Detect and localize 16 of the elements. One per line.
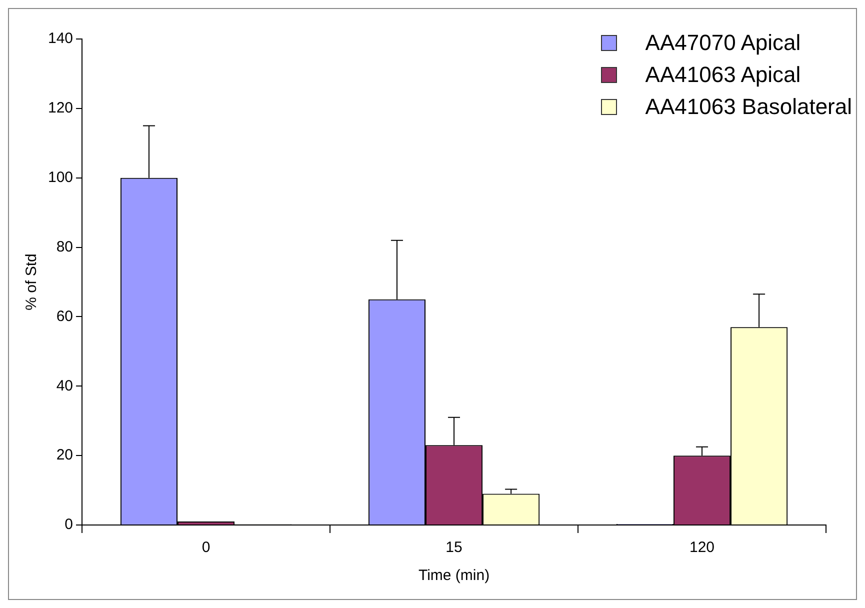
- x-tick-label: 120: [689, 539, 715, 556]
- y-tick-label: 120: [48, 100, 74, 117]
- y-tick-label: 0: [64, 516, 74, 534]
- y-tick-label: 60: [56, 308, 74, 325]
- x-axis-title: Time (min): [418, 567, 490, 584]
- y-axis-title: % of Std: [23, 254, 40, 310]
- legend-label: AA47070 Apical: [645, 30, 801, 56]
- x-tick-label: 0: [202, 539, 210, 556]
- y-tick-label: 100: [48, 169, 74, 186]
- y-tick-label: 140: [48, 30, 74, 48]
- legend-label: AA41063 Basolateral: [645, 94, 852, 120]
- y-tick-label: 20: [56, 446, 74, 464]
- y-tick-label: 40: [56, 377, 74, 394]
- legend-label: AA41063 Apical: [645, 62, 801, 88]
- y-tick-label: 80: [56, 238, 74, 256]
- x-tick-label: 15: [446, 539, 462, 556]
